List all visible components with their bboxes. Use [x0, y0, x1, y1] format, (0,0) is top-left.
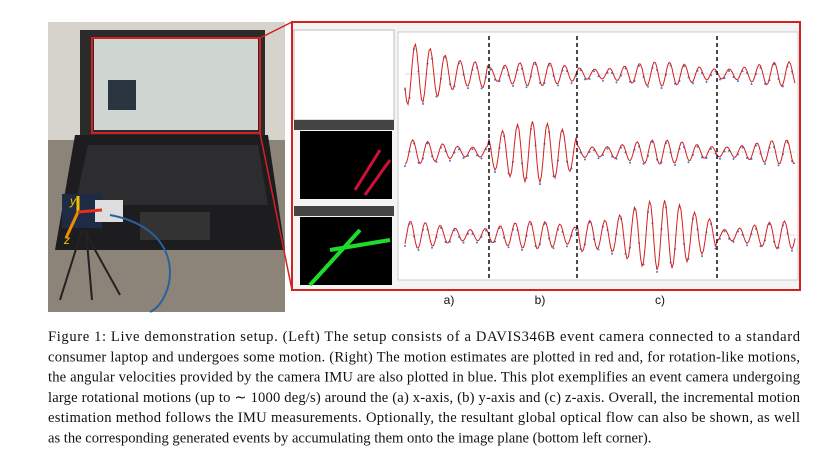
imu-dot	[494, 170, 496, 173]
imu-dot	[417, 249, 420, 252]
imu-dot	[615, 157, 618, 160]
imu-dot	[737, 80, 739, 83]
imu-dot	[431, 246, 433, 249]
imu-dot	[746, 244, 748, 247]
imu-dot	[719, 78, 721, 81]
imu-dot	[525, 86, 528, 89]
caption-line: large rotational motions (up to ∼ 1000 d…	[48, 390, 801, 406]
imu-dot	[692, 82, 694, 85]
imu-dot	[687, 161, 690, 164]
imu-dot	[674, 164, 676, 167]
connector	[259, 132, 293, 291]
estimate-trace	[404, 199, 796, 271]
imu-dot	[629, 161, 631, 164]
caption-line: consumer laptop and undergoes some motio…	[48, 349, 800, 365]
imu-dot	[570, 82, 573, 85]
caption-line: the angular velocities provided by the c…	[48, 370, 801, 386]
imu-dot	[656, 270, 658, 273]
imu-dot	[404, 244, 406, 247]
imu-dot	[597, 248, 600, 251]
panel-label: a)	[444, 293, 455, 307]
imu-dot	[557, 84, 559, 87]
imu-dot	[750, 83, 753, 86]
imu-dot	[404, 165, 406, 168]
caption-line: Figure 1: Live demonstration setup. (Lef…	[48, 329, 801, 345]
photo: y z	[48, 22, 285, 313]
imu-dot	[467, 87, 469, 90]
imu-dot	[660, 86, 663, 89]
axis-label: z	[63, 233, 70, 247]
imu-dot	[728, 69, 730, 72]
panel-label: b)	[535, 293, 546, 307]
imu-dot	[539, 183, 541, 186]
imu-dot	[476, 241, 478, 244]
connector	[259, 21, 293, 39]
axis-label: y	[69, 194, 77, 208]
imu-dot	[723, 230, 726, 233]
imu-dot	[584, 78, 586, 81]
imu-dot	[593, 70, 595, 73]
imu-dot	[606, 147, 609, 150]
imu-dot	[507, 246, 510, 249]
plots	[404, 36, 796, 278]
imu-dot	[521, 248, 523, 251]
imu-dot	[732, 158, 735, 161]
imu-dot	[435, 160, 438, 163]
imu-dot	[422, 102, 424, 105]
imu-dot	[732, 241, 735, 244]
imu-dot	[489, 68, 492, 71]
imu-dot	[647, 85, 649, 88]
imu-dot	[782, 85, 784, 88]
imu-dot	[480, 87, 483, 90]
imu-dot	[701, 255, 703, 258]
imu-dot	[642, 162, 645, 165]
imu-dot	[615, 81, 618, 84]
imu-dot	[471, 148, 474, 151]
estimate-trace	[404, 42, 796, 106]
imu-dot	[714, 247, 717, 250]
imu-dot	[705, 80, 708, 83]
imu-dot	[449, 159, 451, 162]
imu-dot	[462, 241, 465, 244]
imu-dot	[602, 79, 604, 82]
imu-dot	[777, 164, 780, 167]
imu-dot	[719, 157, 721, 160]
imu-dot	[435, 95, 438, 98]
imu-dot	[764, 163, 766, 166]
imu-dot	[575, 229, 577, 232]
estimate-trace	[404, 121, 796, 185]
screenshot	[291, 21, 801, 291]
caption: Figure 1: Live demonstration setup. (Lef…	[48, 329, 801, 447]
imu-dot	[552, 247, 555, 250]
caption-line: estimation method follows the IMU measur…	[48, 410, 800, 426]
caption-line: as the corresponding generated events by…	[48, 431, 651, 447]
imu-dot	[480, 157, 483, 160]
imu-dot	[597, 157, 600, 160]
imu-dot	[462, 157, 465, 160]
imu-dot	[611, 252, 613, 255]
imu-dot	[566, 245, 568, 248]
panel-label: c)	[655, 293, 665, 307]
imu-dot	[791, 249, 793, 252]
imu-dot	[512, 85, 514, 88]
imu-dot	[584, 158, 586, 161]
